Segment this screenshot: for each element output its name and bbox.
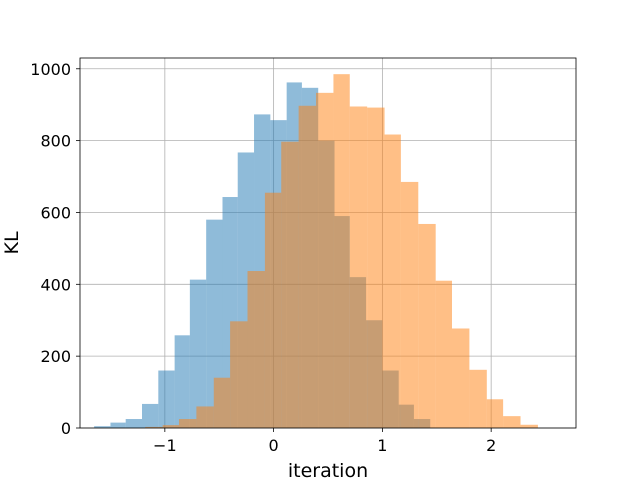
histogram-bar: [418, 223, 436, 428]
histogram-bar: [142, 403, 159, 428]
ticks: −1 0 1 2 0 200 400 600 800 1000: [30, 60, 496, 455]
x-tick-label: 0: [269, 436, 279, 455]
histogram-bar: [367, 107, 385, 428]
x-tick-label: 2: [486, 436, 496, 455]
y-tick-label: 1000: [30, 60, 71, 79]
histogram-bar: [384, 134, 401, 428]
histogram-bar: [435, 280, 452, 428]
histogram-bar: [520, 424, 538, 428]
y-tick-label: 400: [40, 275, 71, 294]
histogram-bar: [162, 425, 179, 428]
histogram-bar: [281, 141, 299, 428]
y-tick-label: 600: [40, 203, 71, 222]
histogram-bar: [486, 399, 504, 428]
histogram-bar: [452, 328, 470, 428]
y-tick-label: 800: [40, 132, 71, 151]
histogram-bar: [333, 74, 350, 429]
histogram-bar: [196, 406, 214, 428]
x-tick-label: 1: [377, 436, 387, 455]
plot-frame: [79, 57, 577, 429]
histogram-bar: [298, 105, 317, 428]
histogram-bar: [125, 419, 142, 428]
y-tick-label: 0: [61, 419, 71, 438]
series-2-bars: [145, 74, 538, 429]
histogram-bar: [178, 419, 197, 428]
histogram-bar: [158, 370, 175, 428]
histogram-bar: [206, 219, 223, 428]
histogram-bar: [264, 192, 282, 428]
histogram-bar: [503, 416, 521, 428]
histogram-bar: [469, 369, 487, 428]
histogram-bar: [145, 426, 163, 428]
histogram-bar: [316, 92, 334, 428]
histogram-bar: [110, 422, 126, 428]
histogram-bar: [349, 106, 368, 428]
histogram-bar: [230, 321, 248, 428]
histogram-bar: [174, 335, 190, 428]
histogram-bar: [213, 377, 231, 428]
histogram-bar: [400, 181, 419, 428]
histogram-bar: [247, 271, 265, 428]
y-axis-label: KL: [1, 231, 23, 254]
x-tick-label: −1: [153, 436, 177, 455]
histogram-bar: [94, 426, 111, 428]
histogram-bar: [189, 279, 207, 428]
x-axis-label: iteration: [288, 460, 368, 480]
y-tick-label: 200: [40, 347, 71, 366]
bars: [94, 74, 538, 429]
